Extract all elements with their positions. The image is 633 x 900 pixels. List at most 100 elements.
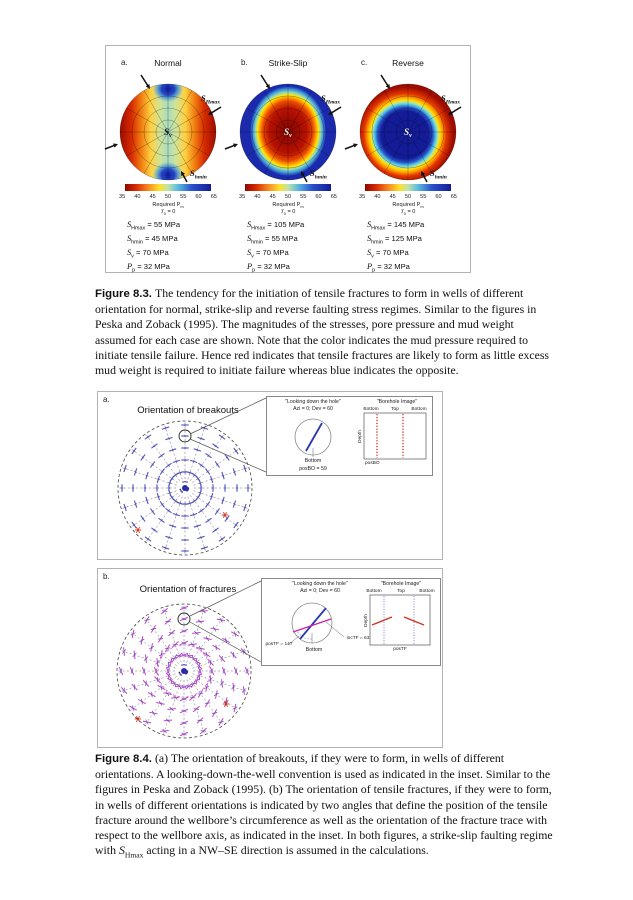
stress-row: Pp = 32 MPa — [247, 262, 290, 274]
depth-axis-label: Depth — [364, 614, 369, 627]
shmin-label: Shmin — [430, 168, 447, 180]
panel-letter: b. — [241, 58, 248, 67]
colorbar-ticks: 35 40 45 50 55 60 65 — [119, 194, 217, 200]
x-axis-label: posBO — [365, 460, 380, 466]
colorbar-tick: 45 — [149, 194, 156, 200]
inset-left-subtitle: Azi = 0; Dev = 60 — [300, 588, 340, 594]
stress-row: Sv = 70 MPa — [367, 248, 409, 260]
colorbar-ticks: 35 40 45 50 55 60 65 — [239, 194, 337, 200]
x-axis-label: posTF — [393, 647, 407, 652]
inset-left-subtitle: Azi = 0; Dev = 60 — [293, 406, 333, 412]
colorbar-tick: 35 — [239, 194, 246, 200]
colorbar-tick: 55 — [300, 194, 307, 200]
figure-8-4-a: a. Orientation of breakouts "Looking dow… — [97, 391, 443, 560]
image-top-label: Bottom — [366, 588, 382, 594]
inset-left-title: "Looking down the hole" — [285, 399, 341, 405]
panel-title: Orientation of breakouts — [137, 405, 239, 416]
breakout-stereonet — [117, 420, 253, 556]
colorbar-tick: 55 — [180, 194, 187, 200]
inset-drawing — [287, 594, 431, 646]
stereonet-normal: Sv SHmax Shmin — [104, 74, 222, 183]
image-top-label: Bottom — [411, 406, 427, 412]
stress-row: Pp = 32 MPa — [127, 262, 170, 274]
panel-normal: a. Normal Sv SHmax Shmin 35 40 45 50 55 60 65 … — [104, 46, 228, 274]
sv-label: Sv — [404, 127, 412, 139]
panel-title: Normal — [154, 58, 182, 68]
image-top-label: Top — [391, 406, 399, 412]
shmax-label: SHmax — [321, 93, 340, 105]
inc-tf-value: incTF = 63 — [346, 636, 370, 641]
panel-reverse: c. Reverse Sv SHmax Shmin 35 40 45 50 55 60 65… — [344, 46, 468, 274]
figure-8-3: a. Normal Sv SHmax Shmin 35 40 45 50 55 60 65 … — [104, 45, 471, 274]
colorbar-tick: 50 — [284, 194, 292, 200]
colorbar-label: Required Pm — [152, 202, 184, 210]
colorbar — [365, 184, 451, 191]
panel-title: Strike-Slip — [268, 58, 308, 68]
tensile-strength-label: T0 = 0 — [280, 209, 296, 217]
shmax-label: SHmax — [441, 93, 460, 105]
stress-row: Sv = 70 MPa — [127, 248, 169, 260]
shmin-label: Shmin — [190, 168, 207, 180]
pos-bo-value: posBO = 59 — [299, 466, 327, 472]
panel-letter: a. — [121, 58, 128, 67]
stress-row: SHmax = 145 MPa — [367, 220, 425, 232]
depth-axis-label: Depth — [358, 430, 363, 443]
fracture-stereonet — [116, 603, 252, 739]
stress-row: Sv = 70 MPa — [247, 248, 289, 260]
pos-tf-value: posTF = 147 — [265, 642, 293, 647]
stress-row: Shmin = 125 MPa — [367, 234, 422, 246]
panel-letter: c. — [361, 58, 368, 67]
stress-list: SHmax = 55 MPa Shmin = 45 MPa Sv = 70 MPa P… — [127, 220, 180, 276]
inset-drawing — [294, 412, 427, 460]
colorbar-tick: 35 — [119, 194, 126, 200]
image-top-label: Bottom — [419, 588, 435, 594]
caption-label: Figure 8.3. — [95, 288, 152, 300]
figure-8-3-caption: Figure 8.3. The tendency for the initiati… — [95, 286, 549, 378]
stress-row: SHmax = 105 MPa — [247, 220, 305, 232]
colorbar — [125, 184, 211, 191]
panel-letter: b. — [103, 572, 110, 581]
shmax-label: SHmax — [201, 93, 220, 105]
stress-list: SHmax = 145 MPa Shmin = 125 MPa Sv = 70 MP… — [367, 220, 424, 276]
figure-8-4-b: b. Orientation of fractures "Looki — [97, 568, 443, 748]
colorbar-label: Required Pm — [272, 202, 304, 210]
bottom-label: Bottom — [305, 647, 323, 653]
panel-title: Orientation of fractures — [139, 584, 237, 595]
colorbar-tick: 50 — [164, 194, 172, 200]
colorbar-tick: 65 — [450, 194, 457, 200]
figure-8-4-caption: Figure 8.4. (a) The orientation of breako… — [95, 751, 553, 860]
inset-right-title: "Borehole Image" — [376, 399, 418, 405]
inset-fracture: "Looking down the hole" Azi = 0; Dev = 6… — [261, 578, 441, 666]
stress-list: SHmax = 105 MPa Shmin = 55 MPa Sv = 70 MPa… — [247, 220, 304, 276]
inset-left-title: "Looking down the hole" — [292, 581, 348, 587]
inset-right-title: "Borehole Image" — [380, 581, 422, 587]
image-top-label: Bottom — [363, 406, 379, 412]
image-top-label: Top — [397, 588, 405, 594]
stress-row: Pp = 32 MPa — [367, 262, 410, 274]
colorbar-label: Required Pm — [392, 202, 424, 210]
colorbar-tick: 40 — [134, 194, 141, 200]
panel-strike-slip: b. Strike-Slip Sv SHmax Shmin 35 40 45 50 55… — [224, 46, 348, 274]
stress-row: SHmax = 55 MPa — [127, 220, 181, 232]
colorbar-tick: 35 — [359, 194, 366, 200]
colorbar-tick: 45 — [389, 194, 396, 200]
sv-label: Sv — [164, 127, 172, 139]
stress-row: Shmin = 55 MPa — [247, 234, 298, 246]
tensile-strength-label: T0 = 0 — [400, 209, 416, 217]
tensile-strength-label: T0 = 0 — [160, 209, 176, 217]
caption-label: Figure 8.4. — [95, 753, 152, 765]
inset-breakout: "Looking down the hole" Azi = 0; Dev = 6… — [266, 396, 433, 476]
shmin-label: Shmin — [310, 168, 327, 180]
colorbar-tick: 50 — [404, 194, 412, 200]
colorbar-ticks: 35 40 45 50 55 60 65 — [359, 194, 457, 200]
stereonet-strike-slip: Sv SHmax Shmin — [224, 74, 342, 183]
colorbar — [245, 184, 331, 191]
panel-title: Reverse — [392, 58, 424, 68]
sv-label: Sv — [284, 127, 292, 139]
bottom-label: Bottom — [304, 458, 322, 464]
panel-letter: a. — [103, 395, 110, 404]
colorbar-tick: 65 — [210, 194, 217, 200]
colorbar-tick: 45 — [269, 194, 276, 200]
colorbar-tick: 60 — [315, 194, 322, 200]
